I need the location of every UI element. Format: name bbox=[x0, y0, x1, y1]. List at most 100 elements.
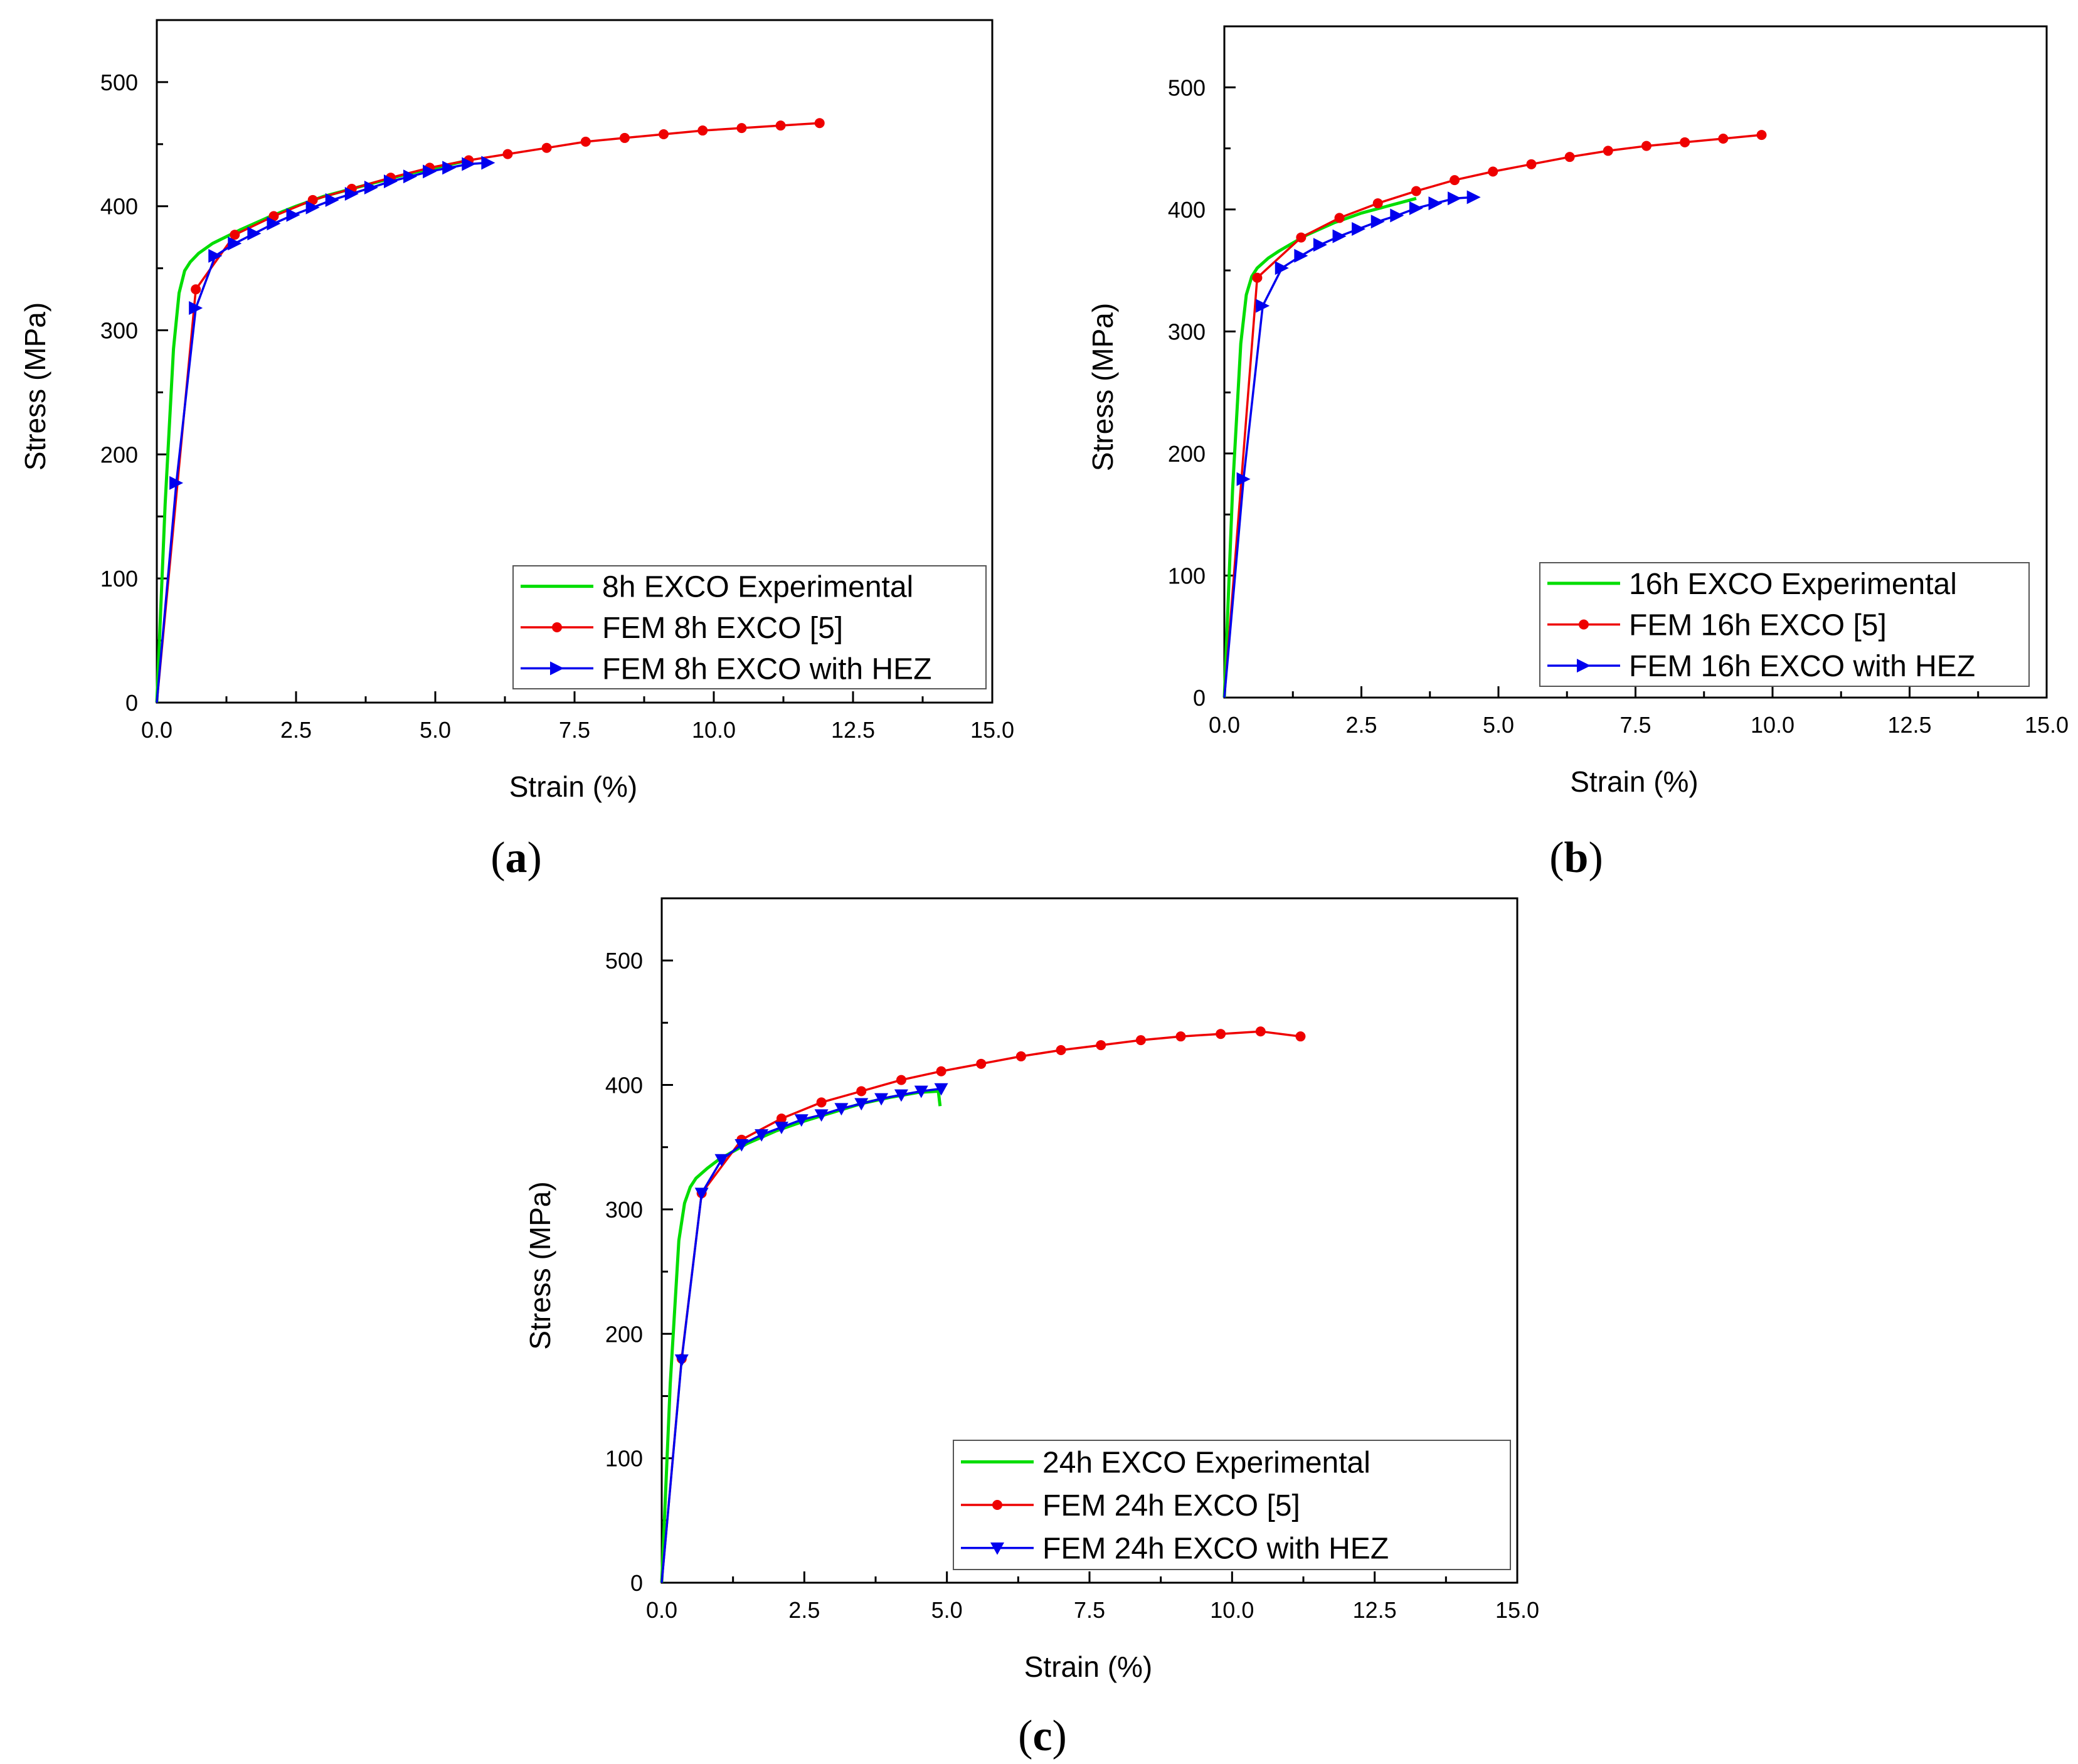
data-point-hez bbox=[208, 248, 223, 263]
x-tick-label: 7.5 bbox=[559, 717, 590, 743]
data-point-fem bbox=[697, 125, 708, 136]
series-line-hez bbox=[156, 161, 489, 703]
y-tick-label: 100 bbox=[100, 566, 138, 592]
y-tick-label: 200 bbox=[605, 1321, 643, 1347]
data-point-hez bbox=[286, 208, 300, 222]
data-point-hez bbox=[1390, 208, 1404, 223]
x-tick-label: 5.0 bbox=[420, 717, 451, 743]
data-point-fem bbox=[1372, 198, 1383, 209]
data-point-hez bbox=[755, 1129, 769, 1142]
panel-c-chart: 0.0 2.5 5.0 7.5 10.0 12.5 15.0 0 100 200 300 400 500… bbox=[524, 897, 1539, 1760]
data-point-hez bbox=[423, 164, 437, 179]
data-point-hez bbox=[834, 1103, 849, 1116]
y-tick-label: 0 bbox=[630, 1570, 643, 1596]
y-tick-label: 0 bbox=[125, 690, 138, 716]
data-point-fem bbox=[502, 149, 513, 159]
data-point-hez bbox=[934, 1083, 948, 1096]
panel-label: (a) bbox=[490, 834, 542, 882]
legend-label-experimental: 24h EXCO Experimental bbox=[1042, 1446, 1370, 1479]
data-point-fem bbox=[816, 1097, 827, 1108]
y-tick-label: 500 bbox=[605, 948, 643, 974]
data-point-hez bbox=[1466, 190, 1481, 205]
y-tick-label: 300 bbox=[1168, 319, 1206, 344]
legend-marker-hez bbox=[1577, 659, 1591, 673]
data-point-hez bbox=[1370, 215, 1385, 229]
data-point-hez bbox=[794, 1114, 808, 1127]
data-point-hez bbox=[1313, 238, 1327, 252]
data-point-fem bbox=[776, 1113, 787, 1124]
x-tick-label: 2.5 bbox=[280, 717, 312, 743]
legend-label-fem: FEM 24h EXCO [5] bbox=[1042, 1489, 1300, 1522]
data-point-hez bbox=[1256, 299, 1270, 313]
data-point-fem bbox=[1096, 1040, 1106, 1051]
x-tick-label: 5.0 bbox=[931, 1597, 963, 1623]
data-point-fem bbox=[1564, 152, 1575, 162]
data-point-fem bbox=[814, 118, 825, 129]
x-tick-label: 10.0 bbox=[692, 717, 736, 743]
data-point-hez bbox=[442, 161, 457, 175]
data-point-fem bbox=[619, 132, 630, 143]
data-point-hez bbox=[364, 181, 378, 195]
x-tick-label: 15.0 bbox=[1495, 1597, 1539, 1623]
data-point-fem bbox=[1641, 141, 1651, 151]
legend-label-hez: FEM 8h EXCO with HEZ bbox=[602, 652, 931, 686]
data-point-hez bbox=[674, 1354, 689, 1367]
data-point-hez bbox=[854, 1098, 869, 1111]
data-point-fem bbox=[191, 284, 201, 295]
data-point-hez bbox=[267, 216, 281, 231]
data-point-hez bbox=[481, 156, 496, 170]
series-line-experimental bbox=[155, 160, 464, 703]
data-point-hez bbox=[383, 174, 398, 189]
data-point-hez bbox=[774, 1122, 788, 1134]
legend-marker-fem bbox=[1579, 619, 1589, 630]
data-point-fem bbox=[541, 142, 552, 153]
y-tick-label: 300 bbox=[605, 1197, 643, 1223]
data-point-hez bbox=[714, 1154, 729, 1167]
data-point-hez bbox=[1409, 201, 1423, 215]
legend-label-experimental: 16h EXCO Experimental bbox=[1629, 568, 1957, 601]
legend-box bbox=[1539, 562, 2030, 687]
legend-label-fem: FEM 8h EXCO [5] bbox=[602, 612, 843, 645]
x-tick-label: 0.0 bbox=[646, 1597, 677, 1623]
data-point-hez bbox=[247, 226, 262, 241]
data-point-fem bbox=[659, 129, 669, 139]
panel-label: (b) bbox=[1549, 834, 1603, 882]
legend-marker-fem bbox=[992, 1500, 1002, 1510]
data-point-hez bbox=[1428, 196, 1443, 211]
x-tick-label: 10.0 bbox=[1210, 1597, 1254, 1623]
data-point-fem bbox=[1216, 1029, 1226, 1039]
data-point-fem bbox=[1488, 166, 1498, 177]
data-point-fem bbox=[1255, 1026, 1266, 1037]
data-point-fem bbox=[1450, 175, 1460, 186]
data-point-hez bbox=[874, 1093, 889, 1106]
data-point-hez bbox=[1448, 191, 1462, 206]
data-point-fem bbox=[1295, 1031, 1306, 1042]
data-point-fem bbox=[1680, 137, 1690, 147]
data-point-hez bbox=[814, 1109, 829, 1122]
panel-a-chart: 0.0 2.5 5.0 7.5 10.0 12.5 15.0 0 100 200 300 400 500… bbox=[19, 19, 1014, 882]
x-tick-label: 7.5 bbox=[1619, 712, 1651, 738]
y-tick-label: 300 bbox=[100, 318, 138, 344]
data-point-fem bbox=[736, 123, 747, 134]
data-point-fem bbox=[856, 1086, 867, 1097]
data-point-hez bbox=[462, 157, 476, 171]
series-line-hez bbox=[660, 1087, 941, 1583]
data-point-fem bbox=[1296, 232, 1307, 243]
data-point-fem bbox=[230, 230, 240, 240]
legend-label-hez: FEM 16h EXCO with HEZ bbox=[1629, 650, 1975, 683]
data-point-fem bbox=[896, 1075, 906, 1085]
y-tick-label: 500 bbox=[1168, 75, 1206, 100]
y-tick-label: 0 bbox=[1193, 685, 1206, 711]
data-point-fem bbox=[1175, 1031, 1186, 1042]
x-tick-label: 15.0 bbox=[970, 717, 1014, 743]
data-point-hez bbox=[1332, 229, 1347, 243]
data-point-hez bbox=[734, 1139, 749, 1152]
panel-b-chart: 0.0 2.5 5.0 7.5 10.0 12.5 15.0 0 100 200 300 400 500… bbox=[1086, 25, 2069, 882]
legend-label-hez: FEM 24h EXCO with HEZ bbox=[1042, 1533, 1389, 1566]
x-tick-label: 15.0 bbox=[2025, 712, 2069, 738]
data-point-hez bbox=[1294, 248, 1308, 263]
y-tick-label: 400 bbox=[605, 1073, 643, 1098]
x-tick-label: 5.0 bbox=[1483, 712, 1514, 738]
data-point-hez bbox=[1236, 472, 1251, 486]
legend-label-fem: FEM 16h EXCO [5] bbox=[1629, 609, 1887, 642]
